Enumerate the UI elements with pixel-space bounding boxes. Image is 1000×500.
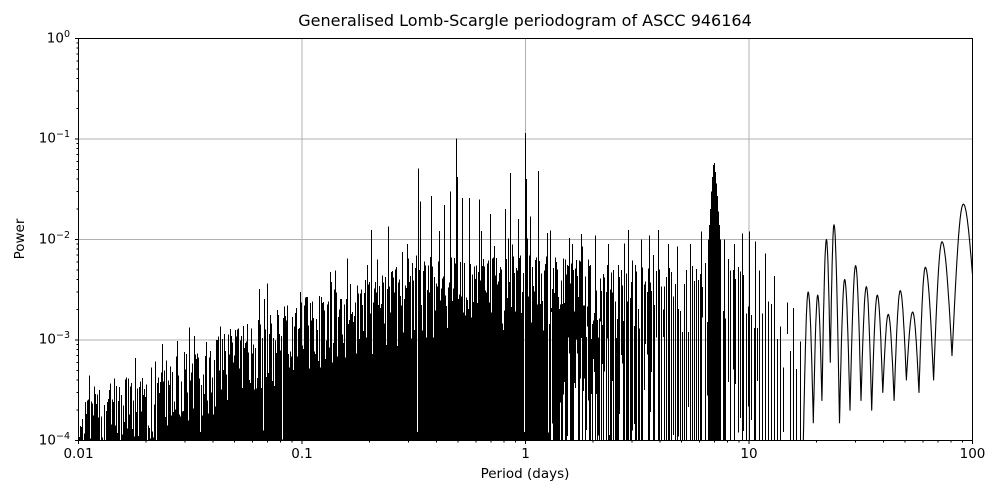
x-tick-label: 0.1: [291, 446, 313, 462]
x-axis-label: Period (days): [480, 466, 570, 482]
x-tick-label: 1: [521, 446, 530, 462]
x-tick-label: 10: [740, 446, 758, 462]
y-tick-label: 10−1: [38, 129, 70, 147]
y-tick-label: 10−2: [38, 229, 70, 248]
chart-title: Generalised Lomb-Scargle periodogram of …: [298, 11, 752, 30]
y-tick-label: 10−4: [38, 430, 70, 449]
x-tick-label: 0.01: [63, 446, 94, 462]
periodogram-noise-spikes: [78, 230, 801, 441]
axis-ticks: [75, 38, 973, 444]
periodogram-tail-lobes: [802, 203, 974, 441]
periodogram-major-peaks: [346, 132, 767, 441]
y-tick-label: 10−3: [38, 330, 70, 348]
y-tick-label: 100: [46, 28, 70, 47]
x-tick-label: 100: [959, 446, 986, 462]
